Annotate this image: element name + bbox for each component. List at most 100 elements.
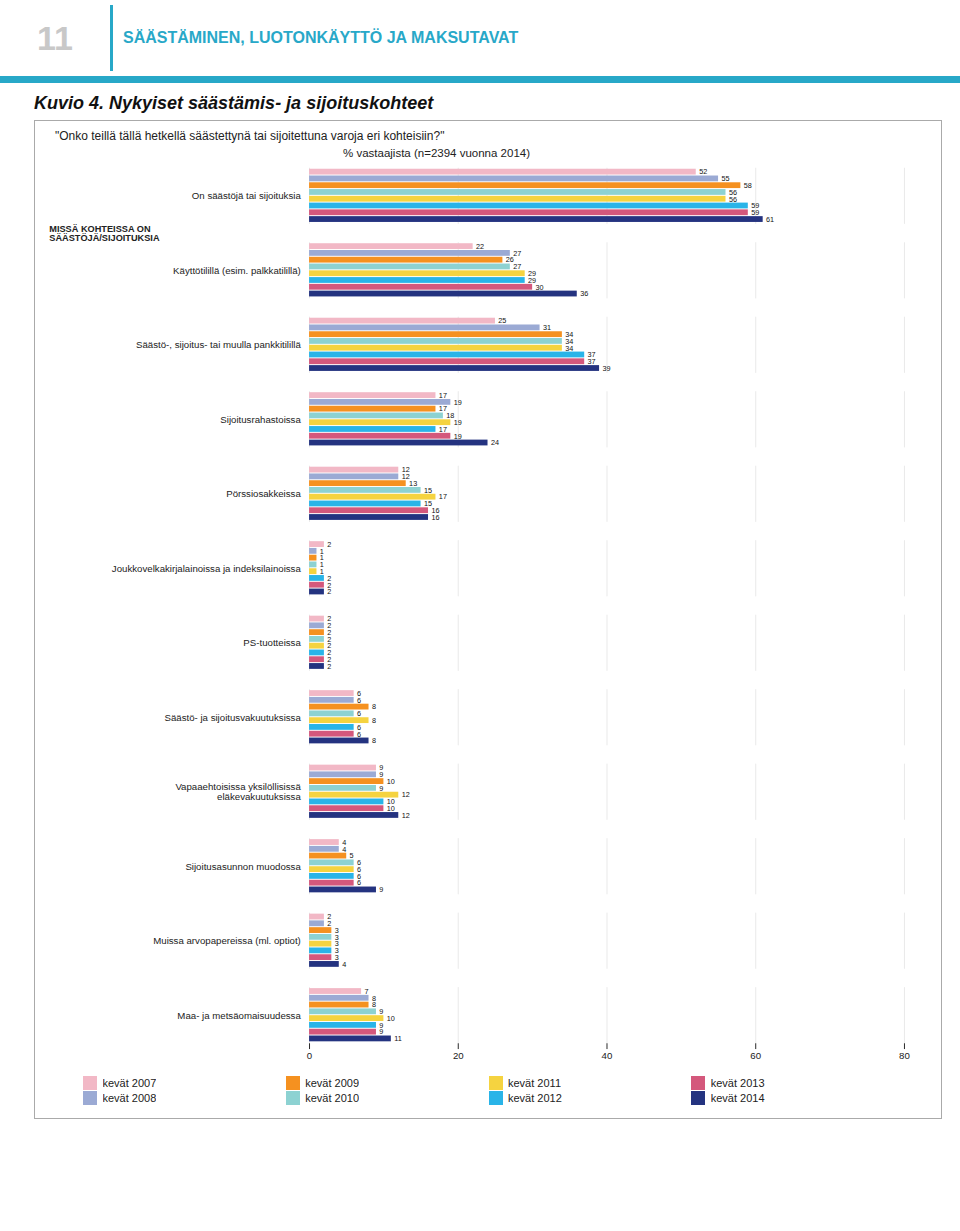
html-text:"Onko teillä tällä hetkellä sä: "Onko teillä tällä hetkellä säästettynä … [55, 129, 445, 143]
svg-text:8: 8 [372, 736, 376, 745]
svg-text:17: 17 [439, 425, 447, 434]
svg-text:19: 19 [454, 398, 462, 407]
svg-text:16: 16 [431, 506, 440, 515]
svg-text:MISSÄ KOHTEISSA ONSÄÄSTÖJÄ/SIJ: MISSÄ KOHTEISSA ONSÄÄSTÖJÄ/SIJOITUKSIA [49, 224, 160, 243]
svg-text:2: 2 [327, 919, 331, 928]
svg-text:26: 26 [505, 255, 514, 265]
svg-text:27: 27 [513, 262, 521, 271]
html-text:kevät 2009: kevät 2009 [305, 1077, 360, 1090]
html-text:kevät 2013: kevät 2013 [710, 1077, 765, 1090]
svg-text:40: 40 [602, 1050, 613, 1061]
svg-text:2: 2 [327, 587, 331, 596]
svg-text:2: 2 [327, 540, 331, 549]
svg-text:10: 10 [387, 804, 395, 813]
svg-text:52: 52 [699, 167, 707, 176]
svg-text:7: 7 [364, 987, 368, 996]
svg-text:39: 39 [602, 364, 610, 373]
svg-text:Maa- ja metsäomaisuudessa: Maa- ja metsäomaisuudessa [177, 1010, 301, 1021]
html-text:Kuvio 4. Nykyiset säästämis- j: Kuvio 4. Nykyiset säästämis- ja sijoitus… [34, 93, 434, 113]
svg-text:15: 15 [424, 486, 432, 495]
svg-text:12: 12 [402, 811, 410, 820]
svg-text:4: 4 [342, 960, 346, 969]
html-text:kevät 2011: kevät 2011 [508, 1077, 561, 1090]
svg-text:3: 3 [335, 953, 339, 962]
svg-text:Sijoitusrahastoissa: Sijoitusrahastoissa [220, 414, 301, 425]
svg-text:20: 20 [453, 1050, 464, 1061]
svg-text:On säästöjä tai sijoituksia: On säästöjä tai sijoituksia [192, 190, 302, 201]
svg-text:13: 13 [409, 479, 417, 488]
html-text:kevät 2010: kevät 2010 [305, 1092, 360, 1105]
svg-text:17: 17 [438, 404, 447, 414]
svg-text:9: 9 [379, 1007, 383, 1016]
svg-text:12: 12 [401, 465, 410, 475]
svg-text:10: 10 [387, 1014, 395, 1023]
svg-text:Muissa arvopapereissa (ml. opt: Muissa arvopapereissa (ml. optiot) [153, 935, 301, 946]
svg-text:17: 17 [439, 391, 447, 400]
html-text:% vastaajista (n=2394 vuonna 2: % vastaajista (n=2394 vuonna 2014) [343, 147, 530, 159]
svg-text:22: 22 [476, 242, 484, 251]
svg-text:80: 80 [899, 1050, 910, 1061]
svg-text:31: 31 [543, 323, 551, 332]
svg-text:29: 29 [528, 269, 537, 278]
svg-text:Sijoitusasunnon muodossa: Sijoitusasunnon muodossa [185, 861, 301, 872]
svg-text:10: 10 [386, 797, 395, 807]
html-text:kevät 2012: kevät 2012 [508, 1092, 562, 1105]
svg-text:6: 6 [357, 729, 361, 738]
svg-text:4: 4 [342, 845, 346, 854]
svg-text:56: 56 [729, 195, 737, 204]
svg-text:12: 12 [401, 472, 410, 482]
svg-text:8: 8 [372, 716, 376, 725]
svg-text:36: 36 [580, 289, 588, 298]
svg-text:61: 61 [766, 215, 774, 224]
svg-text:24: 24 [491, 438, 499, 447]
svg-text:6: 6 [357, 696, 361, 705]
svg-text:1: 1 [320, 567, 324, 576]
svg-text:16: 16 [431, 513, 439, 522]
svg-text:9: 9 [379, 770, 383, 779]
svg-text:59: 59 [751, 201, 760, 211]
svg-text:11: 11 [394, 1034, 402, 1043]
svg-text:Vapaaehtoisissa yksilöllisissä: Vapaaehtoisissa yksilöllisissäeläkevakuu… [175, 781, 301, 802]
svg-text:9: 9 [379, 784, 383, 793]
html-text:SÄÄSTÄMINEN, LUOTONKÄYTTÖ JA M: SÄÄSTÄMINEN, LUOTONKÄYTTÖ JA MAKSUTAVAT [123, 29, 519, 46]
svg-text:56: 56 [728, 187, 737, 197]
svg-text:0: 0 [307, 1050, 312, 1061]
svg-text:30: 30 [536, 283, 544, 292]
svg-text:9: 9 [379, 885, 383, 894]
svg-text:Säästö-, sijoitus- tai muulla: Säästö-, sijoitus- tai muulla pankkitili… [136, 339, 301, 350]
svg-text:17: 17 [439, 492, 447, 501]
svg-text:18: 18 [446, 411, 455, 421]
svg-text:37: 37 [587, 350, 596, 360]
svg-text:Säästö- ja sijoitusvakuutuksis: Säästö- ja sijoitusvakuutuksissa [164, 712, 301, 723]
html-text:11: 11 [37, 18, 73, 57]
svg-text:34: 34 [565, 336, 574, 346]
svg-text:8: 8 [372, 702, 376, 711]
svg-text:25: 25 [498, 316, 506, 325]
svg-text:Pörssiosakkeissa: Pörssiosakkeissa [226, 488, 301, 499]
svg-text:12: 12 [402, 790, 410, 799]
html-text:kevät 2008: kevät 2008 [102, 1092, 157, 1105]
svg-text:5: 5 [350, 851, 354, 860]
svg-text:Käyttötilillä (esim. palkkatil: Käyttötilillä (esim. palkkatilillä) [173, 265, 301, 276]
svg-text:19: 19 [454, 432, 462, 441]
svg-text:34: 34 [565, 344, 573, 353]
svg-text:6: 6 [357, 878, 361, 887]
svg-text:PS-tuotteissa: PS-tuotteissa [243, 637, 301, 648]
html-text:kevät 2007: kevät 2007 [102, 1077, 157, 1090]
svg-text:34: 34 [565, 330, 574, 339]
svg-text:37: 37 [588, 357, 596, 366]
svg-text:27: 27 [513, 249, 521, 258]
html-text:kevät 2014: kevät 2014 [710, 1092, 765, 1105]
svg-text:60: 60 [750, 1050, 761, 1061]
svg-text:29: 29 [528, 275, 537, 285]
svg-text:19: 19 [454, 418, 462, 427]
svg-text:2: 2 [327, 662, 331, 671]
svg-text:Joukkovelkakirjalainoissa ja i: Joukkovelkakirjalainoissa ja indeksilain… [112, 563, 302, 574]
svg-text:6: 6 [357, 709, 361, 718]
svg-text:8: 8 [372, 1000, 376, 1009]
svg-text:59: 59 [751, 208, 759, 217]
svg-text:9: 9 [379, 1027, 383, 1036]
svg-text:55: 55 [721, 174, 729, 183]
svg-text:10: 10 [387, 777, 395, 786]
svg-text:58: 58 [744, 181, 752, 190]
